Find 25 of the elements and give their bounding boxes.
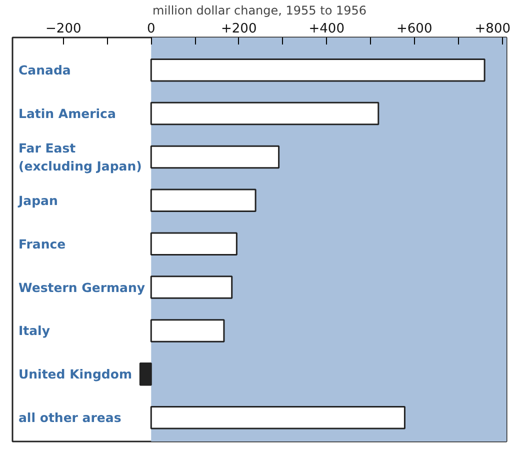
bar — [150, 406, 406, 430]
bar — [150, 145, 280, 169]
bar — [150, 276, 233, 299]
x-tick-label: +400 — [308, 22, 344, 36]
y-tick-label: Western Germany — [18, 280, 146, 295]
bar — [150, 58, 486, 82]
bar — [139, 362, 152, 386]
x-tick-label: 0 — [147, 22, 156, 36]
y-tick-label: Canada — [18, 62, 71, 78]
y-tick-label: Latin America — [18, 106, 116, 122]
bar — [150, 188, 256, 212]
x-tick-label: +600 — [396, 22, 432, 36]
bar — [150, 102, 380, 126]
y-tick-label: United Kingdom — [18, 366, 132, 382]
x-tick-label: +800 — [474, 22, 511, 36]
y-tick-label: all other areas — [18, 410, 122, 426]
y-tick-label: France — [18, 236, 66, 252]
x-tick-label: +200 — [221, 22, 257, 36]
x-axis-title: million dollar change, 1955 to 1956 — [152, 4, 367, 18]
x-tick-label: −200 — [46, 22, 82, 36]
bar — [150, 232, 238, 256]
y-tick-label: Japan — [18, 192, 58, 208]
bar — [150, 319, 225, 342]
y-tick-label: Italy — [18, 323, 50, 338]
y-tick-label: Far East (excluding Japan) — [18, 140, 142, 174]
